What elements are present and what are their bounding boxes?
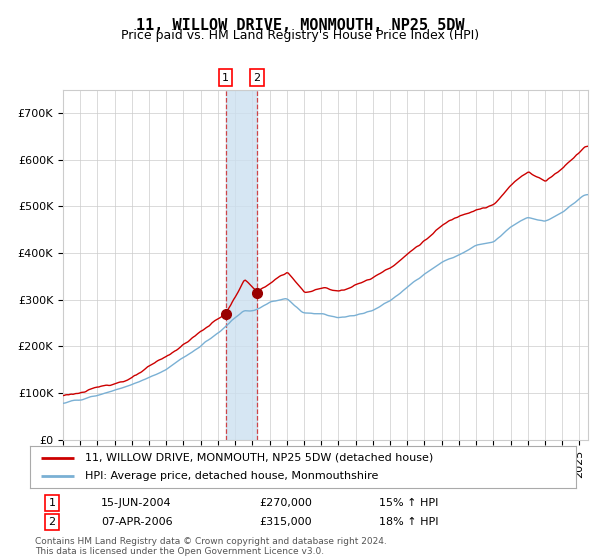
Text: 15% ↑ HPI: 15% ↑ HPI [379, 498, 439, 508]
Bar [226, 90, 257, 440]
Text: 15-JUN-2004: 15-JUN-2004 [101, 498, 172, 508]
Text: 07-APR-2006: 07-APR-2006 [101, 517, 173, 527]
Text: 1: 1 [49, 498, 55, 508]
Text: 1: 1 [222, 73, 229, 83]
Text: 11, WILLOW DRIVE, MONMOUTH, NP25 5DW: 11, WILLOW DRIVE, MONMOUTH, NP25 5DW [136, 18, 464, 33]
Text: HPI: Average price, detached house, Monmouthshire: HPI: Average price, detached house, Monm… [85, 472, 378, 482]
Text: £315,000: £315,000 [259, 517, 312, 527]
Text: £270,000: £270,000 [259, 498, 312, 508]
Text: Contains HM Land Registry data © Crown copyright and database right 2024.: Contains HM Land Registry data © Crown c… [35, 538, 387, 547]
Text: 2: 2 [253, 73, 260, 83]
Text: 18% ↑ HPI: 18% ↑ HPI [379, 517, 439, 527]
Text: This data is licensed under the Open Government Licence v3.0.: This data is licensed under the Open Gov… [35, 547, 325, 556]
Text: Price paid vs. HM Land Registry's House Price Index (HPI): Price paid vs. HM Land Registry's House … [121, 29, 479, 42]
Text: 11, WILLOW DRIVE, MONMOUTH, NP25 5DW (detached house): 11, WILLOW DRIVE, MONMOUTH, NP25 5DW (de… [85, 452, 433, 463]
Text: 2: 2 [48, 517, 55, 527]
